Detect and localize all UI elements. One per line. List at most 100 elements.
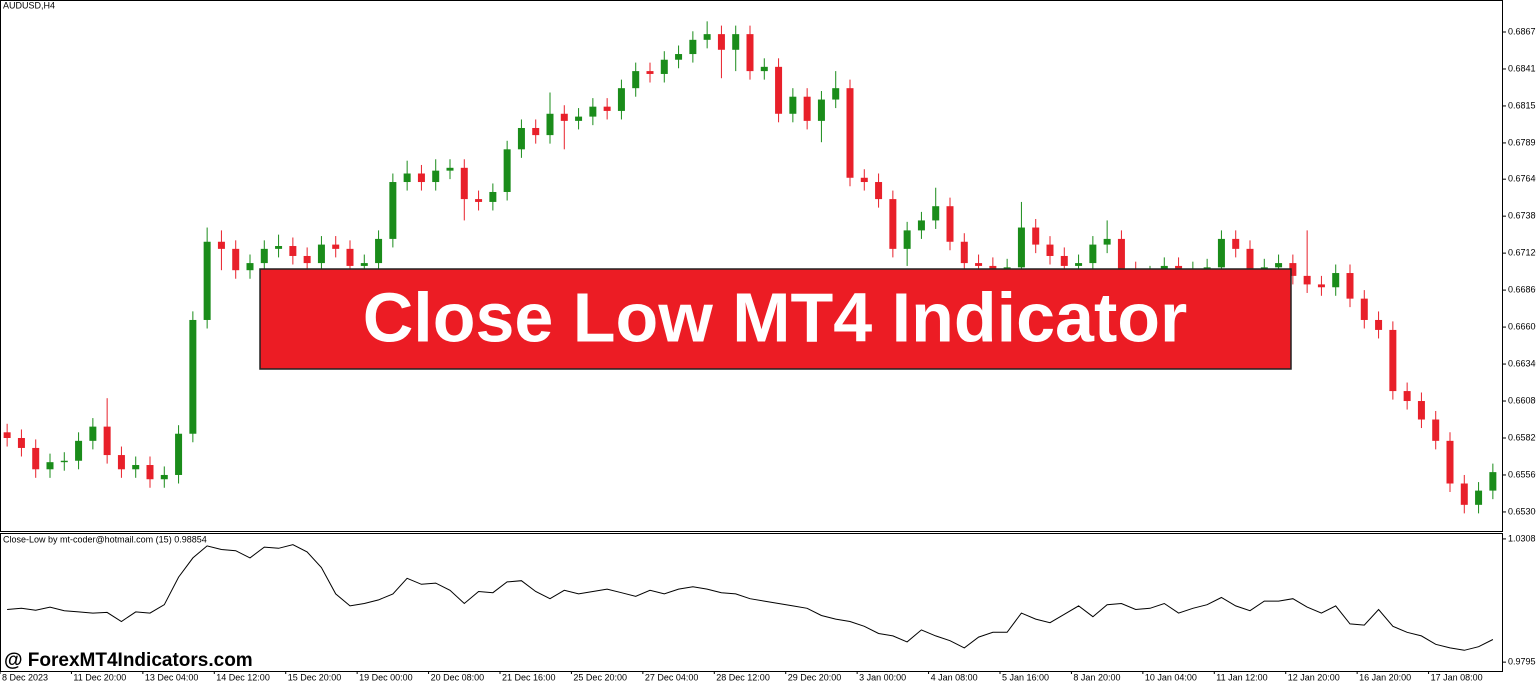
candle-body: [146, 465, 154, 480]
candle-body: [360, 263, 368, 266]
candle-body: [346, 248, 354, 266]
candle-body: [1017, 227, 1025, 268]
candle-body: [475, 199, 483, 202]
candle-body: [17, 437, 25, 448]
candle-body: [717, 34, 725, 50]
main-pane: [0, 0, 1503, 532]
candle-body: [975, 263, 983, 266]
candle-body: [1089, 244, 1097, 264]
symbol-title: AUDUSD,H4: [3, 0, 55, 10]
candle-body: [203, 241, 211, 320]
candle-body: [389, 182, 397, 239]
watermark: @ ForexMT4Indicators.com: [4, 650, 253, 671]
candle-body: [689, 39, 697, 55]
candle-body: [889, 199, 897, 249]
y-tick-label: 0.97958: [1508, 657, 1536, 667]
y-tick-label: 0.68415: [1508, 63, 1536, 73]
candle-body: [789, 96, 797, 114]
x-tick-label: 13 Dec 04:00: [145, 672, 199, 682]
candle-body: [860, 177, 868, 183]
candle-body: [746, 34, 754, 72]
candle-body: [546, 113, 554, 136]
x-tick-label: 27 Dec 04:00: [645, 672, 699, 682]
candle-body: [617, 88, 625, 111]
candle-body: [1032, 227, 1040, 245]
candle-body: [503, 149, 511, 192]
candle-body: [460, 167, 468, 200]
candle-body: [946, 206, 954, 242]
indicator-pane: [0, 533, 1503, 672]
x-tick-label: 25 Dec 20:00: [573, 672, 627, 682]
candle-body: [1060, 255, 1068, 266]
x-tick-label: 11 Dec 20:00: [73, 672, 126, 682]
candle-body: [846, 88, 854, 178]
candle-body: [1317, 284, 1325, 288]
candle-body: [217, 241, 225, 249]
candle-body: [1246, 248, 1254, 271]
candle-body: [117, 455, 125, 470]
candle-body: [1175, 265, 1183, 271]
candle-body: [917, 220, 925, 231]
candle-body: [3, 432, 11, 438]
candle-body: [1446, 440, 1454, 484]
candle-body: [232, 248, 240, 271]
candle-body: [417, 173, 425, 183]
candle-body: [675, 54, 683, 60]
x-tick-label: 29 Dec 20:00: [788, 672, 842, 682]
y-tick-label: 0.65300: [1508, 506, 1536, 516]
candle-body: [1460, 483, 1468, 505]
candle-body: [260, 248, 268, 264]
candle-body: [532, 127, 540, 136]
candle-body: [446, 167, 454, 171]
candle-body: [432, 170, 440, 183]
candle-body: [932, 206, 940, 221]
x-tick-label: 21 Dec 16:00: [502, 672, 556, 682]
candle-body: [1117, 238, 1125, 271]
candle-body: [1432, 419, 1440, 441]
y-tick-label: 0.68155: [1508, 100, 1536, 110]
candle-body: [1375, 319, 1383, 330]
x-tick-label: 17 Jan 08:00: [1431, 672, 1483, 682]
candle-body: [289, 246, 297, 256]
candle-body: [1275, 263, 1283, 268]
y-tick-label: 1.03089: [1508, 533, 1536, 543]
candle-body: [60, 460, 68, 463]
x-tick-label: 15 Dec 20:00: [288, 672, 342, 682]
candle-body: [489, 191, 497, 202]
banner: [259, 268, 1292, 370]
candle-body: [589, 106, 597, 117]
indicator-line: [7, 544, 1494, 651]
candle-body: [875, 182, 883, 200]
candle-body: [89, 426, 97, 441]
candle-body: [775, 66, 783, 114]
x-tick-label: 5 Jan 16:00: [1002, 672, 1049, 682]
x-tick-label: 20 Dec 08:00: [431, 672, 485, 682]
candle-body: [1303, 275, 1311, 285]
candle-body: [1475, 490, 1483, 505]
candle-body: [132, 465, 140, 470]
x-tick-label: 3 Jan 00:00: [859, 672, 906, 682]
candle-body: [575, 116, 583, 121]
candle-body: [103, 426, 111, 456]
candle-body: [660, 59, 668, 74]
candle-body: [317, 244, 325, 264]
candle-body: [903, 230, 911, 249]
x-tick-label: 16 Jan 20:00: [1359, 672, 1411, 682]
candle-body: [646, 71, 654, 74]
y-tick-label: 0.68675: [1508, 26, 1536, 36]
x-tick-label: 8 Dec 2023: [2, 672, 48, 682]
candle-body: [1289, 263, 1297, 276]
candle-body: [1389, 329, 1397, 392]
candle-body: [517, 127, 525, 150]
x-tick-label: 10 Jan 04:00: [1145, 672, 1197, 682]
candle-body: [246, 263, 254, 271]
candle-body: [1232, 238, 1240, 249]
candle-body: [1403, 391, 1411, 402]
candle-body: [560, 113, 568, 121]
